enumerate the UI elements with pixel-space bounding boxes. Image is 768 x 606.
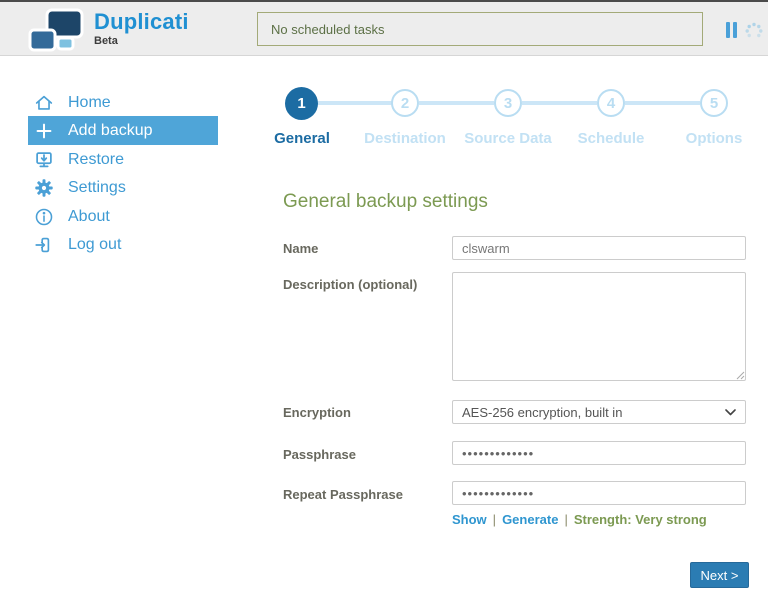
- spinner-icon: [745, 22, 763, 38]
- page-title: General backup settings: [283, 191, 488, 212]
- generate-link[interactable]: Generate: [502, 512, 559, 527]
- link-separator: |: [564, 512, 568, 527]
- step-label-schedule[interactable]: Schedule: [577, 130, 645, 147]
- gear-icon: [33, 177, 55, 199]
- step-circle-schedule[interactable]: 4: [597, 89, 625, 117]
- description-textarea[interactable]: [452, 272, 746, 381]
- sidebar-item-label: Log out: [68, 235, 122, 253]
- task-status-box: No scheduled tasks: [257, 12, 703, 46]
- pause-icon[interactable]: [726, 22, 738, 38]
- step-circle-source-data[interactable]: 3: [494, 89, 522, 117]
- sidebar-item-label: Add backup: [68, 121, 153, 139]
- step-connector: [419, 101, 494, 105]
- next-button[interactable]: Next >: [690, 562, 749, 588]
- step-circle-options[interactable]: 5: [700, 89, 728, 117]
- info-icon: [33, 206, 55, 228]
- task-status-text: No scheduled tasks: [271, 21, 385, 37]
- sidebar-item-label: Restore: [68, 150, 125, 168]
- home-icon: [33, 92, 55, 114]
- sidebar-item-restore[interactable]: Restore: [28, 145, 218, 174]
- plus-icon: [33, 120, 55, 142]
- step-label-destination[interactable]: Destination: [364, 130, 446, 147]
- step-label-source-data[interactable]: Source Data: [464, 130, 552, 147]
- sidebar-item-home[interactable]: Home: [28, 88, 218, 117]
- sidebar-item-settings[interactable]: Settings: [28, 173, 218, 202]
- duplicati-logo-icon: [28, 8, 84, 52]
- passphrase-input[interactable]: [452, 441, 746, 465]
- step-label-options[interactable]: Options: [685, 130, 743, 147]
- step-connector: [522, 101, 597, 105]
- passphrase-links-row: Show | Generate | Strength: Very strong: [452, 512, 707, 527]
- sidebar-item-about[interactable]: About: [28, 202, 218, 231]
- step-circle-destination[interactable]: 2: [391, 89, 419, 117]
- logout-icon: [33, 234, 55, 256]
- repeat-passphrase-input[interactable]: [452, 481, 746, 505]
- app-subtitle: Beta: [94, 35, 118, 47]
- strength-indicator: Strength: Very strong: [573, 512, 707, 527]
- encryption-label: Encryption: [283, 405, 351, 420]
- sidebar-item-label: Home: [68, 93, 111, 111]
- sidebar-item-label: Settings: [68, 178, 126, 196]
- sidebar-item-add-backup[interactable]: Add backup: [28, 116, 218, 145]
- passphrase-label: Passphrase: [283, 447, 356, 462]
- app-title: Duplicati: [94, 9, 189, 34]
- repeat-passphrase-label: Repeat Passphrase: [283, 487, 403, 502]
- link-separator: |: [492, 512, 497, 527]
- header: Duplicati Beta No scheduled tasks: [0, 0, 768, 56]
- name-input[interactable]: [452, 236, 746, 260]
- step-connector: [625, 101, 700, 105]
- encryption-selected-value: AES-256 encryption, built in: [462, 404, 623, 420]
- textarea-resize-grip[interactable]: [736, 371, 745, 380]
- show-link[interactable]: Show: [452, 512, 487, 527]
- sidebar-item-label: About: [68, 207, 110, 225]
- restore-icon: [33, 149, 55, 171]
- step-circle-general[interactable]: 1: [285, 87, 318, 120]
- encryption-select[interactable]: AES-256 encryption, built in: [452, 400, 746, 424]
- chevron-down-icon: [725, 408, 736, 415]
- sidebar-item-logout[interactable]: Log out: [28, 230, 218, 259]
- description-label: Description (optional): [283, 277, 418, 292]
- name-label: Name: [283, 241, 319, 256]
- step-label-general[interactable]: General: [274, 130, 330, 147]
- step-connector: [317, 101, 392, 105]
